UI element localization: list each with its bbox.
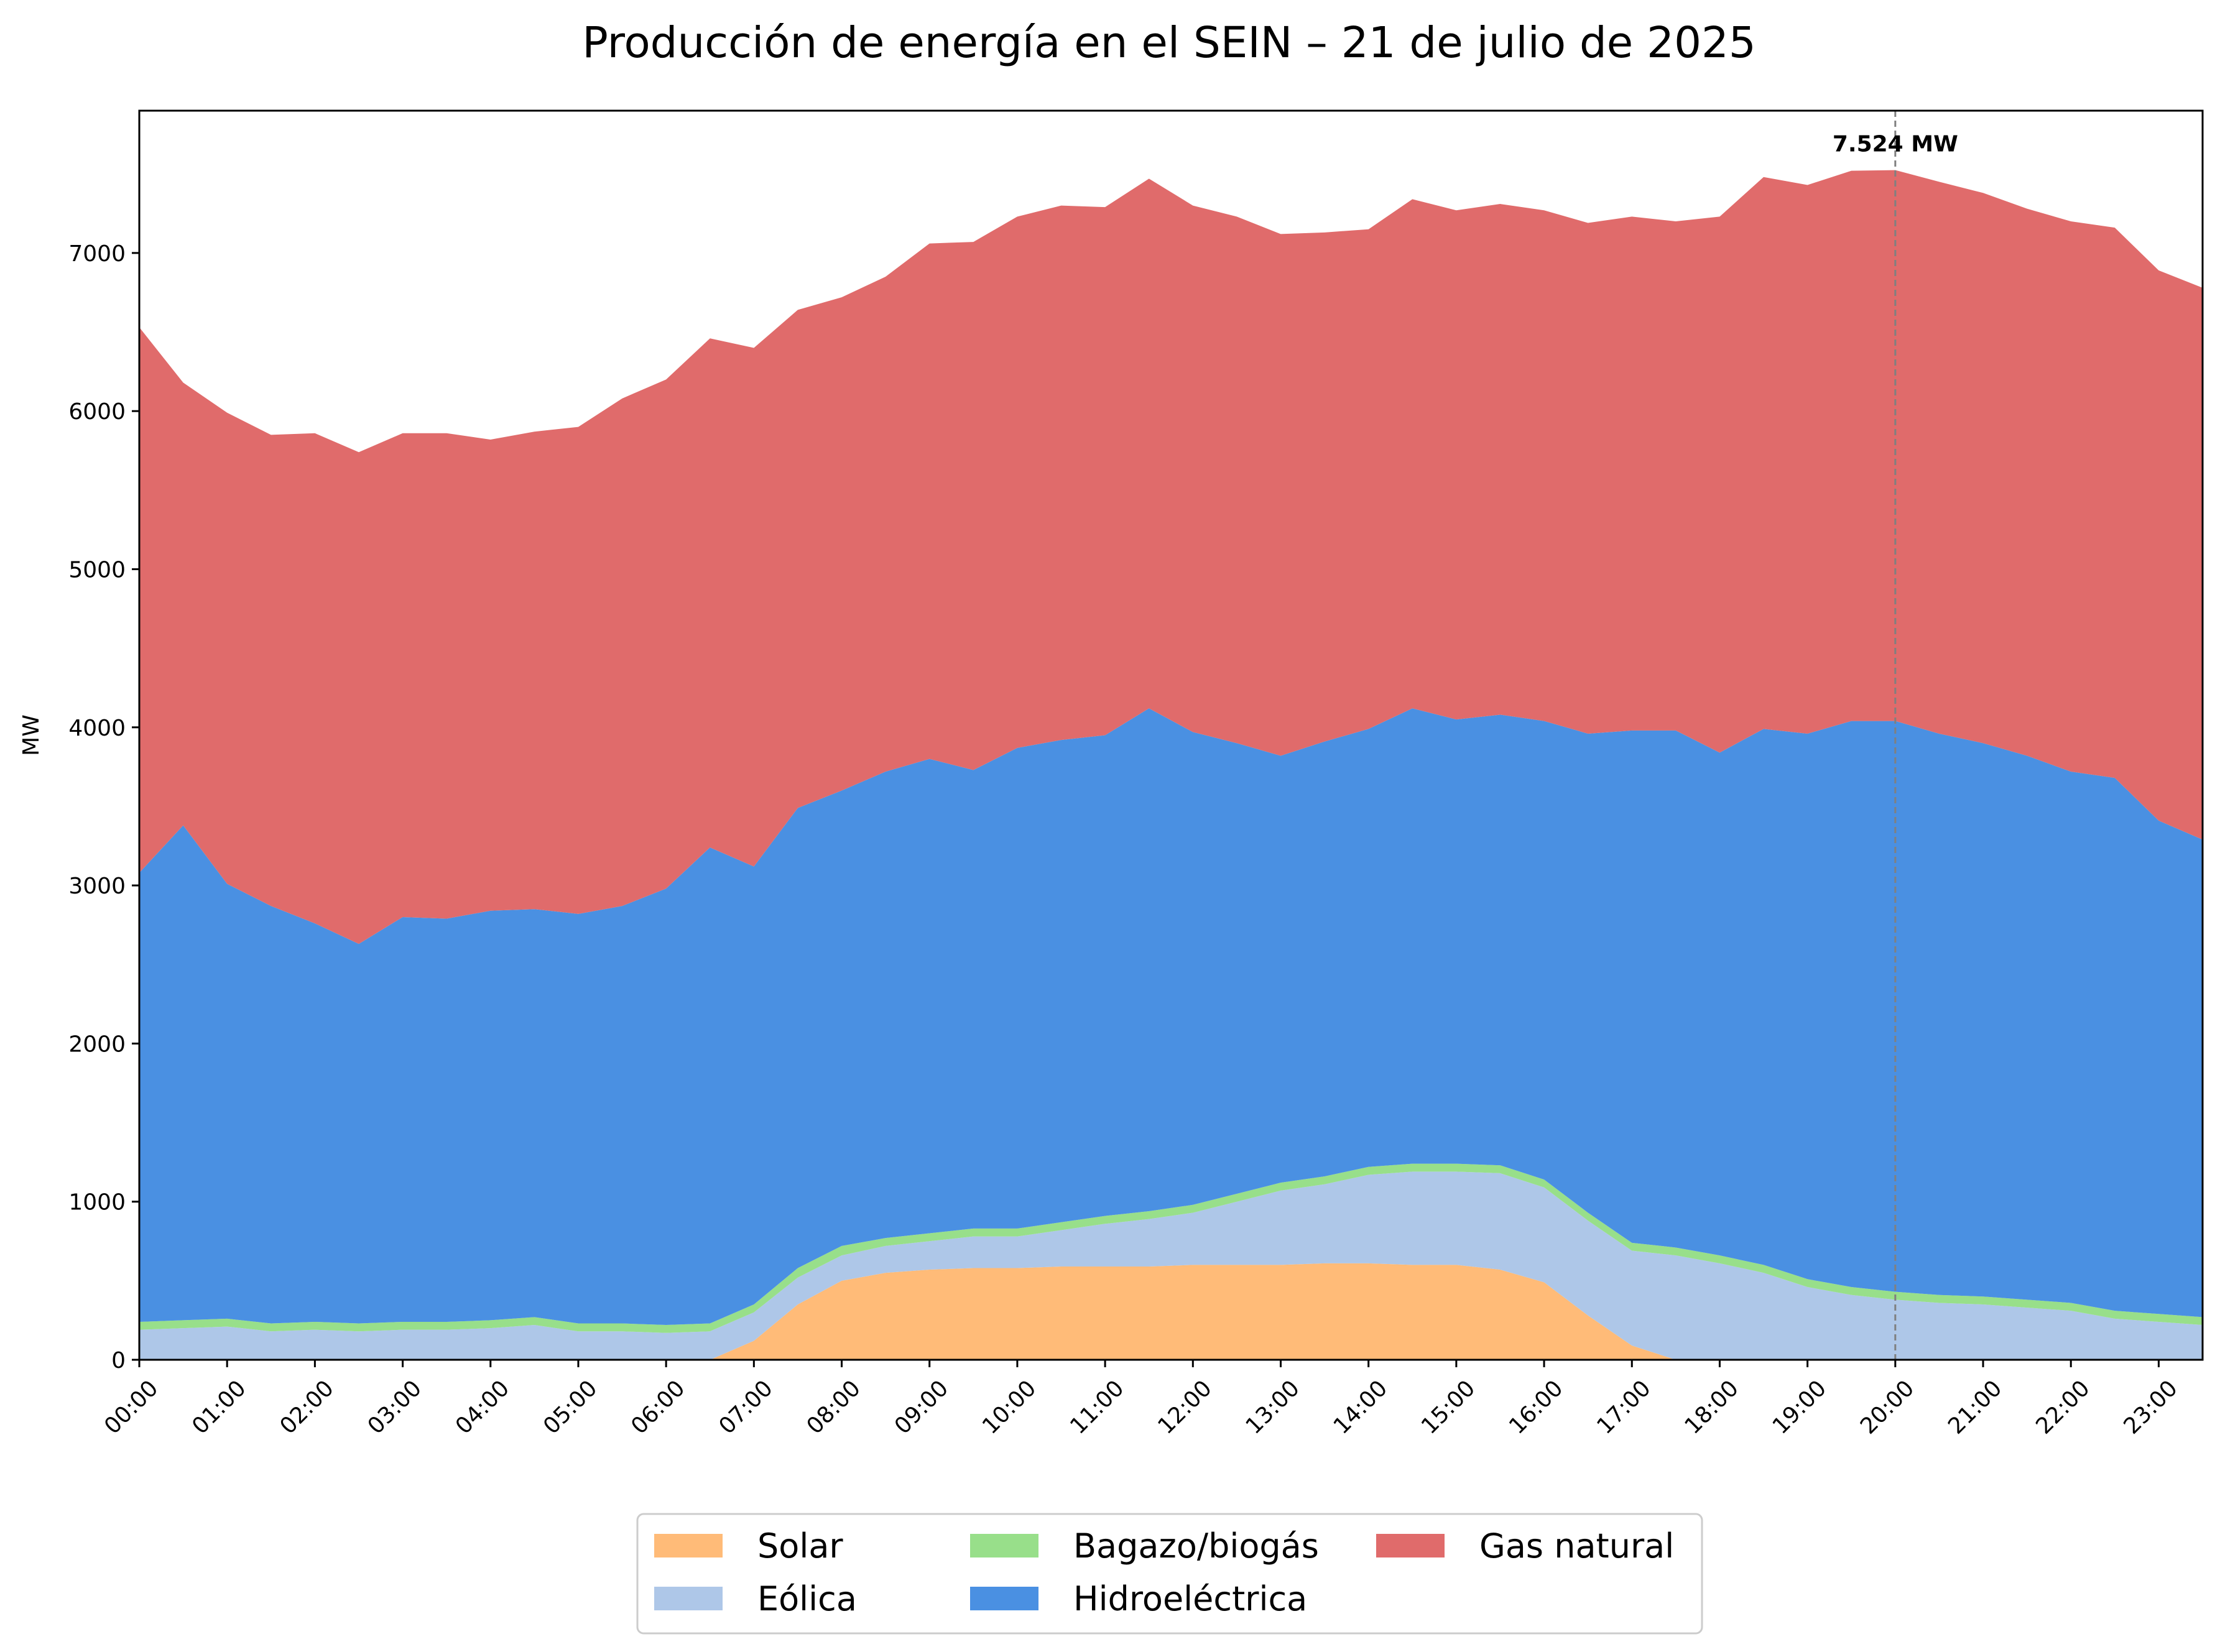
legend-swatch-solar [654,1534,723,1557]
x-tick-label: 12:00 [1153,1375,1216,1439]
y-tick-label: 5000 [68,557,126,583]
x-tick-label: 07:00 [714,1375,777,1439]
x-tick-label: 23:00 [2119,1375,2183,1439]
x-tick-label: 19:00 [1768,1375,1831,1439]
plot-frame [138,109,2204,1361]
x-tick-label: 01:00 [187,1375,251,1439]
legend-label-eolica: Eólica [757,1579,857,1618]
x-tick-label: 11:00 [1065,1375,1129,1439]
x-tick-label: 17:00 [1592,1375,1655,1439]
x-tick-label: 14:00 [1329,1375,1392,1439]
legend-swatch-bagazo [970,1534,1038,1557]
area-solar [139,1263,2203,1360]
x-tick-label: 10:00 [978,1375,1041,1439]
x-tick-label: 13:00 [1241,1375,1305,1439]
area-e-lica [139,1171,2203,1360]
y-axis: 0 1000 2000 3000 4000 5000 6000 7000 [68,241,139,1373]
x-tick-label: 03:00 [363,1375,427,1439]
y-tick-label: 1000 [68,1190,126,1216]
y-tick-label: 3000 [68,874,126,899]
area-layers [139,170,2203,1360]
legend-swatch-gas [1376,1534,1445,1557]
y-axis-label: MW [19,714,44,756]
x-tick-label: 20:00 [1856,1375,1919,1439]
legend: Solar Eólica Bagazo/biogás Hidroeléctric… [636,1513,1703,1635]
x-tick-label: 18:00 [1680,1375,1744,1439]
area-hidroel-ctrica [139,708,2203,1326]
x-tick-label: 05:00 [539,1375,602,1439]
x-tick-label: 04:00 [451,1375,514,1439]
x-tick-label: 16:00 [1504,1375,1568,1439]
legend-swatch-eolica [654,1587,723,1610]
peak-annotation-label: 7.524 MW [1833,132,1958,157]
y-tick-label: 4000 [68,716,126,741]
x-tick-label: 00:00 [99,1375,163,1439]
y-tick-label: 2000 [68,1031,126,1057]
x-tick-label: 08:00 [802,1375,866,1439]
y-tick-label: 0 [111,1348,126,1373]
x-axis: 00:00 01:00 02:00 03:00 04:00 05:00 06:00 07:00… [99,1360,2183,1439]
legend-swatch-hidro [970,1587,1038,1610]
chart-title: Producción de energía en el SEIN – 21 de… [582,18,1756,68]
y-tick-label: 6000 [68,399,126,425]
legend-label-solar: Solar [757,1526,843,1566]
x-tick-label: 09:00 [890,1375,953,1439]
area-gas-natural [139,170,2203,944]
x-tick-label: 06:00 [626,1375,690,1439]
peak-annotation: 7.524 MW [1833,111,1958,1360]
x-tick-label: 15:00 [1417,1375,1480,1439]
x-tick-label: 21:00 [1943,1375,2007,1439]
x-tick-label: 22:00 [2031,1375,2094,1439]
y-tick-label: 7000 [68,241,126,267]
legend-label-bagazo: Bagazo/biogás [1073,1526,1319,1566]
legend-label-hidro: Hidroeléctrica [1073,1579,1307,1618]
x-tick-label: 02:00 [275,1375,338,1439]
legend-label-gas: Gas natural [1479,1526,1674,1566]
